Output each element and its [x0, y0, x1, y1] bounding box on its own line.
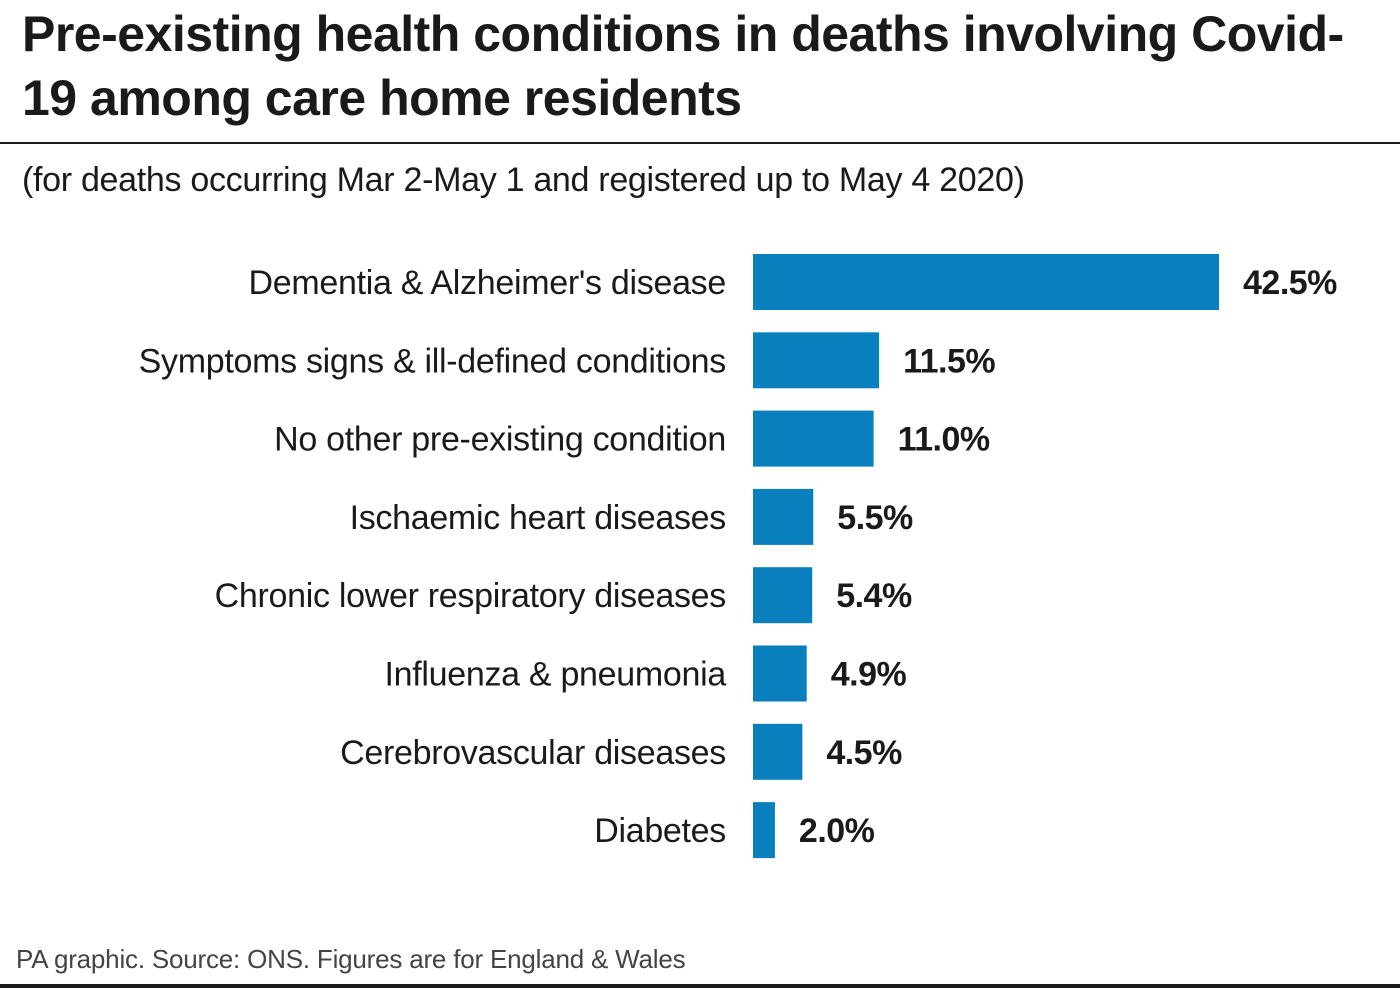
category-label: Dementia & Alzheimer's disease — [249, 264, 727, 302]
category-label: Influenza & pneumonia — [384, 656, 726, 694]
value-label: 11.5% — [903, 342, 995, 380]
bar — [753, 410, 874, 467]
title-divider — [0, 142, 1400, 144]
value-label: 11.0% — [898, 421, 990, 459]
value-label: 42.5% — [1243, 264, 1337, 302]
bar — [753, 723, 803, 780]
category-label: Cerebrovascular diseases — [340, 734, 726, 772]
bar — [753, 332, 880, 389]
bar — [753, 488, 814, 545]
value-label: 2.0% — [799, 812, 875, 850]
bar — [753, 567, 813, 624]
category-label: No other pre-existing condition — [274, 421, 726, 459]
value-label: 4.5% — [826, 734, 902, 772]
category-label: Symptoms signs & ill-defined conditions — [139, 342, 726, 380]
chart-subtitle: (for deaths occurring Mar 2-May 1 and re… — [22, 161, 1025, 199]
value-label: 4.9% — [831, 656, 907, 694]
source-note: PA graphic. Source: ONS. Figures are for… — [16, 944, 686, 974]
category-label: Diabetes — [594, 812, 726, 850]
value-label: 5.5% — [837, 499, 913, 537]
bar — [753, 254, 1219, 310]
category-label: Chronic lower respiratory diseases — [215, 577, 726, 615]
value-label: 5.4% — [836, 577, 912, 615]
bottom-divider — [0, 984, 1400, 988]
chart-title: Pre-existing health conditions in deaths… — [22, 6, 1344, 126]
bar — [753, 645, 807, 702]
bar — [753, 802, 775, 859]
category-label: Ischaemic heart diseases — [350, 499, 726, 537]
